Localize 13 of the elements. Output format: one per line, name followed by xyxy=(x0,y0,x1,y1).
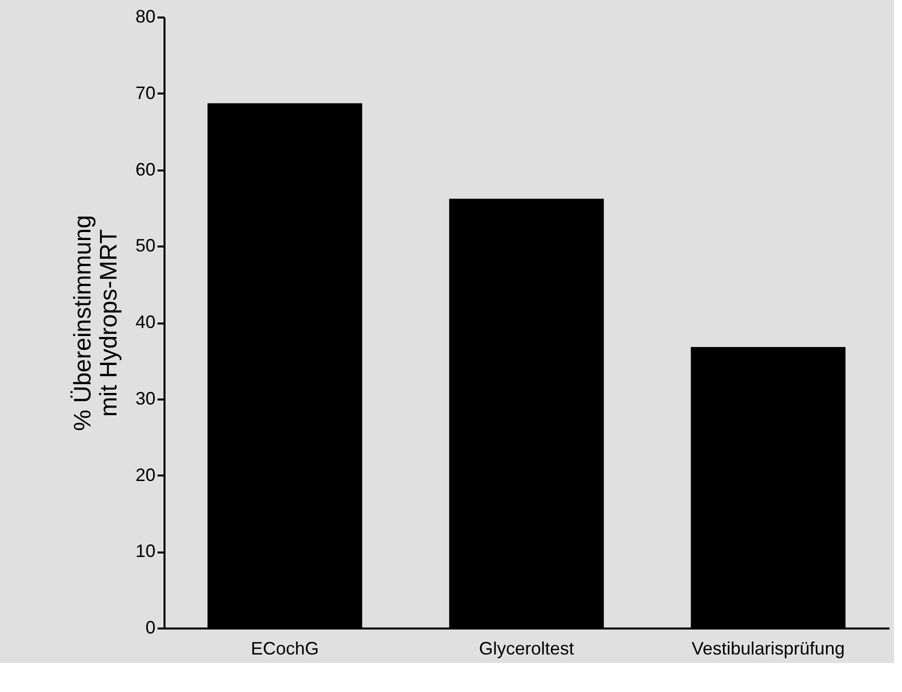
y-axis-title: % Übereinstimmung mit Hydrops-MRT xyxy=(69,214,122,432)
y-tick-label: 80 xyxy=(135,6,156,26)
y-tick-label: 0 xyxy=(145,618,156,638)
y-tick-label: 60 xyxy=(135,159,156,180)
y-tick-label: 50 xyxy=(135,236,156,256)
y-tick-label: 10 xyxy=(135,541,156,562)
x-tick-label: Vestibularisprüfung xyxy=(692,638,845,658)
x-tick-label: Glyceroltest xyxy=(478,638,574,658)
y-tick-label: 40 xyxy=(135,312,156,332)
y-tick-label: 20 xyxy=(135,464,156,485)
x-tick-label: ECochG xyxy=(250,638,319,658)
y-tick-label: 70 xyxy=(135,82,156,103)
y-tick-label: 30 xyxy=(135,388,156,408)
